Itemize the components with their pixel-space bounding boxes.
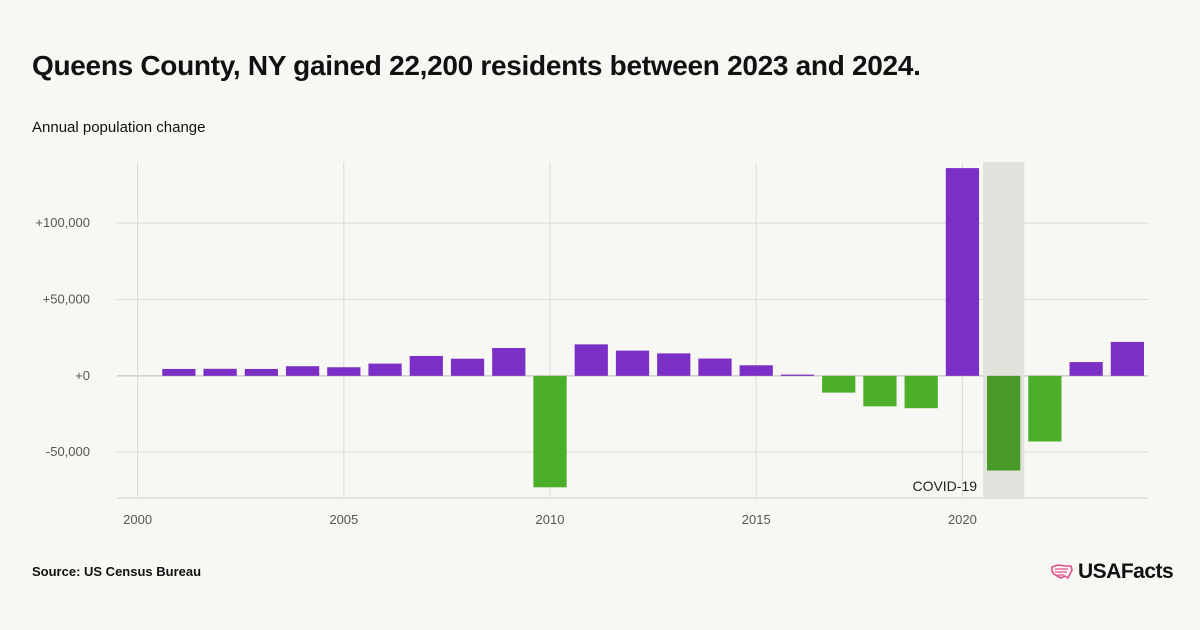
usafacts-logo[interactable]: USAFacts [1050,560,1174,584]
logo-text: USAFacts [1078,560,1174,583]
axis-labels: +100,000 +50,000 +0 -50,000 2000 2005 2010 2015… [35,215,977,527]
y-tick-label: +50,000 [43,291,90,306]
source-note: Source: US Census Bureau [32,564,202,579]
bar-2007 [409,355,443,376]
y-tick-label: +0 [75,368,90,383]
y-tick-label: -50,000 [46,444,90,459]
bar-2022 [1028,375,1062,442]
bar-2005 [327,367,361,376]
bars [162,168,1144,488]
x-tick-label: 2020 [948,512,977,527]
x-tick-label: 2005 [329,512,358,527]
bar-2024 [1110,341,1144,376]
x-tick-label: 2010 [536,512,565,527]
covid-label: COVID-19 [912,478,977,494]
bar-2008 [450,358,485,376]
x-tick-label: 2000 [123,512,152,527]
bar-2019 [904,375,938,409]
bar-2017 [822,375,856,393]
bar-2011 [574,344,608,376]
x-tick-label: 2015 [742,512,771,527]
bar-2015 [739,365,773,376]
bar-2012 [615,350,650,376]
bar-2010 [533,375,567,488]
bar-2002 [203,368,237,376]
chart-title: Queens County, NY gained 22,200 resident… [32,50,921,81]
bar-2020 [945,168,980,376]
bar-2004 [285,366,320,376]
bar-2013 [657,353,691,376]
bar-2023 [1069,362,1103,376]
bar-2006 [368,363,402,376]
bar-2016 [780,374,815,376]
bar-2021 [987,375,1021,471]
y-tick-label: +100,000 [35,215,90,230]
bar-2009 [492,348,526,376]
us-map-icon [1051,564,1073,579]
chart-subtitle: Annual population change [32,119,206,136]
bar-2018 [863,375,897,407]
bar-2003 [244,368,278,376]
bar-2014 [698,358,732,376]
bar-2001 [162,368,196,376]
